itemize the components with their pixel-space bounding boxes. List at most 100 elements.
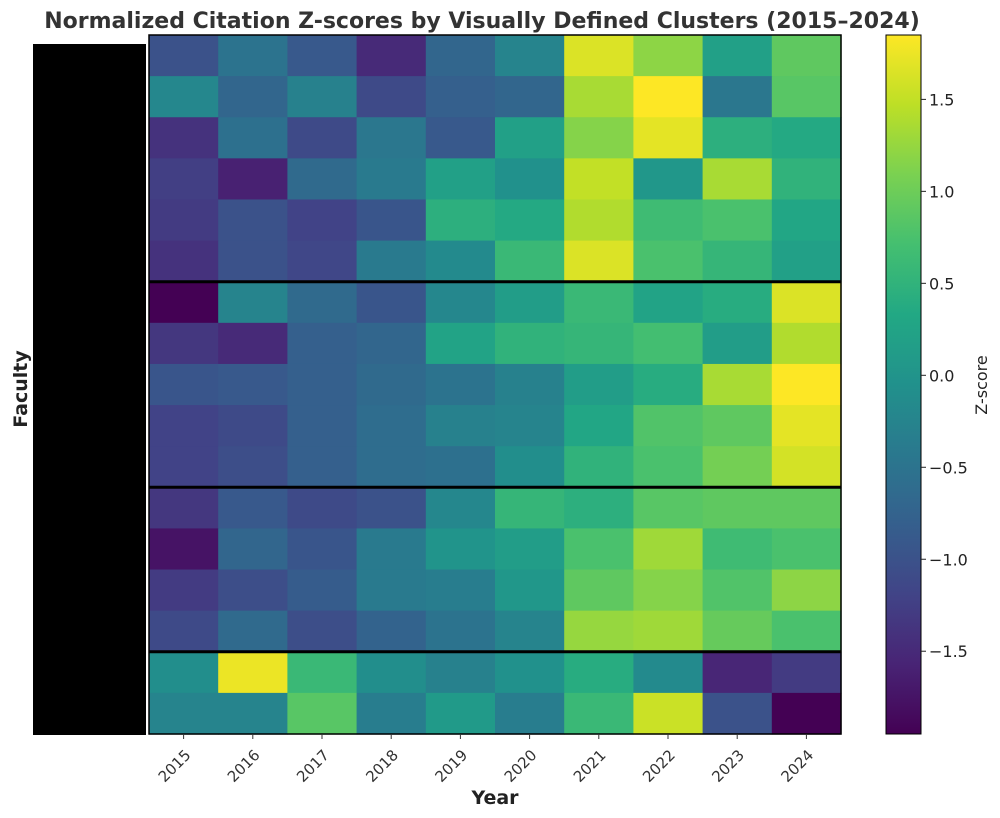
- heatmap-cell: [149, 446, 219, 488]
- heatmap-cell: [218, 158, 288, 201]
- colorbar-tick-label: 0.0: [929, 366, 954, 385]
- heatmap-cell: [287, 487, 358, 530]
- heatmap-cell: [287, 35, 358, 77]
- heatmap-cell: [633, 692, 704, 735]
- heatmap-cell: [702, 651, 773, 694]
- heatmap-cell: [218, 117, 288, 159]
- heatmap-cell: [149, 405, 219, 447]
- heatmap-cell: [149, 363, 219, 406]
- heatmap-cell: [149, 610, 219, 653]
- x-tick-label: 2019: [431, 746, 471, 786]
- heatmap-cell: [771, 610, 842, 653]
- colorbar-tick-label: 1.0: [929, 182, 954, 201]
- x-tick-label: 2017: [293, 746, 333, 786]
- heatmap-cell: [149, 117, 219, 159]
- heatmap-cell: [425, 446, 496, 488]
- heatmap-cell: [564, 35, 634, 77]
- heatmap-cell: [218, 35, 288, 77]
- heatmap-cell: [702, 35, 773, 77]
- redacted-y-labels: [33, 44, 146, 735]
- heatmap-cell: [218, 281, 288, 324]
- heatmap-cell: [149, 692, 219, 735]
- heatmap-cell: [495, 117, 565, 159]
- heatmap-cell: [287, 569, 358, 612]
- y-axis-title: Faculty: [10, 350, 32, 428]
- heatmap-cell: [287, 281, 358, 324]
- heatmap-cell: [702, 692, 773, 735]
- heatmap-cell: [771, 117, 842, 159]
- heatmap-cell: [633, 322, 704, 365]
- heatmap-cell: [356, 446, 427, 488]
- colorbar-tick-label: 0.5: [929, 274, 954, 293]
- heatmap-cell: [633, 117, 704, 159]
- heatmap-cell: [218, 405, 288, 447]
- heatmap-cell: [702, 158, 773, 201]
- heatmap-cell: [356, 240, 427, 283]
- heatmap-cell: [149, 281, 219, 324]
- heatmap-cell: [287, 405, 358, 447]
- heatmap-cell: [633, 240, 704, 283]
- heatmap-cell: [218, 487, 288, 530]
- x-tick-label: 2023: [708, 746, 748, 786]
- heatmap-cell: [564, 569, 634, 612]
- heatmap-cell: [287, 528, 358, 571]
- heatmap-cell: [149, 76, 219, 118]
- heatmap-cell: [425, 528, 496, 571]
- heatmap-cell: [564, 363, 634, 406]
- heatmap-cell: [149, 651, 219, 694]
- cluster-boundaries: [149, 280, 841, 654]
- heatmap-cell: [356, 692, 427, 735]
- heatmap-cell: [564, 240, 634, 283]
- heatmap-cell: [356, 35, 427, 77]
- heatmap-cell: [356, 281, 427, 324]
- chart-title: Normalized Citation Z-scores by Visually…: [44, 9, 920, 34]
- heatmap-cell: [633, 487, 704, 530]
- heatmap-cell: [356, 651, 427, 694]
- heatmap-cell: [771, 446, 842, 488]
- heatmap-cell: [564, 487, 634, 530]
- heatmap-cell: [149, 528, 219, 571]
- heatmap-cell: [702, 363, 773, 406]
- heatmap-cell: [495, 487, 565, 530]
- heatmap-cells: [149, 35, 842, 735]
- heatmap-cell: [702, 487, 773, 530]
- colorbar-tick-label: −1.5: [929, 642, 968, 661]
- heatmap-cell: [495, 610, 565, 653]
- colorbar-ticks: 1.5 1.0 0.5 0.0 −0.5 −1.0 −1.5: [921, 90, 968, 661]
- heatmap-cell: [287, 322, 358, 365]
- heatmap-cell: [287, 651, 358, 694]
- heatmap-cell: [771, 569, 842, 612]
- heatmap-cell: [356, 158, 427, 201]
- heatmap-cell: [218, 240, 288, 283]
- x-axis-title: Year: [470, 787, 519, 809]
- heatmap-cell: [287, 158, 358, 201]
- heatmap-cell: [633, 35, 704, 77]
- colorbar: [885, 34, 922, 735]
- heatmap-cell: [149, 158, 219, 201]
- heatmap-cell: [495, 651, 565, 694]
- heatmap-cell: [495, 692, 565, 735]
- heatmap-cell: [356, 117, 427, 159]
- x-tick-label: 2020: [501, 746, 541, 786]
- colorbar-title: Z-score: [972, 355, 991, 414]
- heatmap-cell: [149, 322, 219, 365]
- heatmap-cell: [149, 240, 219, 283]
- heatmap-cell: [564, 405, 634, 447]
- heatmap-cell: [702, 281, 773, 324]
- heatmap-cell: [425, 281, 496, 324]
- x-tick-labels: 2015 2016 2017 2018 2019 2020 2021 2022 2023 2024: [155, 734, 817, 786]
- heatmap-cell: [495, 405, 565, 447]
- heatmap-cell: [771, 651, 842, 694]
- heatmap-cell: [287, 76, 358, 118]
- x-tick-label: 2024: [777, 746, 817, 786]
- heatmap-cell: [218, 569, 288, 612]
- heatmap-cell: [425, 322, 496, 365]
- heatmap-cell: [425, 240, 496, 283]
- heatmap-cell: [356, 405, 427, 447]
- heatmap-cell: [356, 76, 427, 118]
- heatmap-cell: [218, 692, 288, 735]
- heatmap-cell: [425, 76, 496, 118]
- heatmap-cell: [149, 199, 219, 242]
- heatmap-cell: [564, 117, 634, 159]
- heatmap-cell: [564, 76, 634, 118]
